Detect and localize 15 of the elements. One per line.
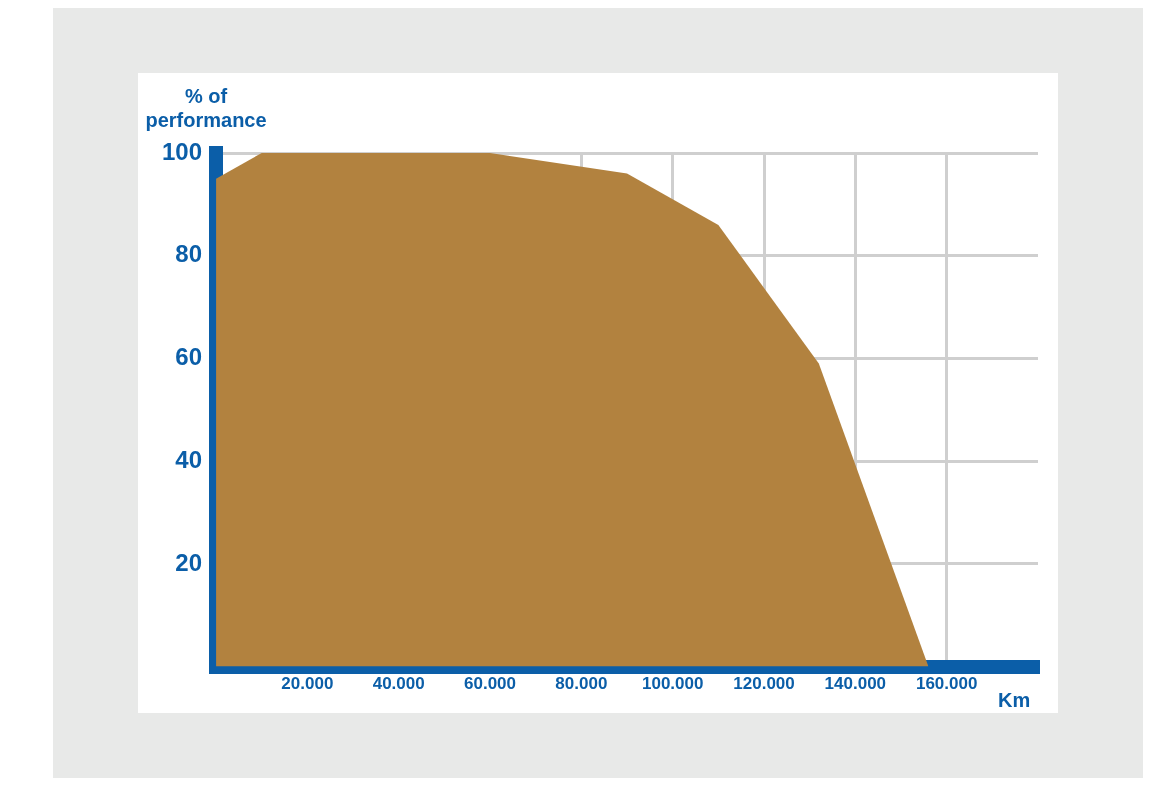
y-tick-label: 20: [175, 548, 203, 576]
x-tick-label: 120.000: [733, 674, 795, 694]
x-tick-label: 80.000: [555, 674, 608, 694]
y-tick-label: 80: [175, 240, 203, 268]
y-tick-label: 60: [175, 343, 203, 371]
x-tick-label: 20.000: [281, 674, 334, 694]
y-axis-title: % of performance: [145, 85, 267, 131]
x-axis-title: Km: [998, 688, 1031, 711]
x-tick-label: 140.000: [824, 674, 887, 694]
x-tick-label: 40.000: [372, 674, 425, 694]
y-tick-label: 100: [162, 137, 203, 165]
x-tick-label: 60.000: [464, 674, 517, 694]
y-tick-label: 40: [175, 445, 203, 473]
x-tick-label: 160.000: [915, 674, 978, 694]
x-tick-label: 100.000: [641, 674, 704, 694]
